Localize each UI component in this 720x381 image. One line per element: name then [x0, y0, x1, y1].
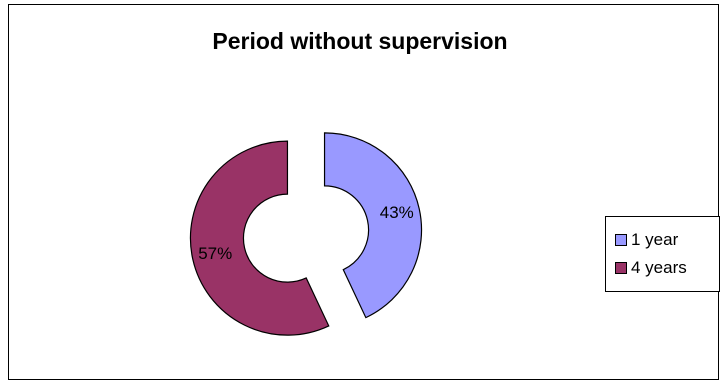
chart-title: Period without supervision: [212, 28, 508, 54]
legend-label-4-years: 4 years: [631, 258, 687, 277]
legend-swatch-4-years: [615, 262, 627, 274]
slice-4-years: [189, 140, 330, 336]
legend: 1 year 4 years: [605, 216, 720, 292]
legend-label-1-year: 1 year: [631, 230, 679, 249]
data-label-4-years: 57%: [198, 244, 232, 263]
data-label-1-year: 43%: [380, 203, 414, 222]
legend-item-1-year: 1 year: [615, 230, 678, 250]
legend-item-4-years: 4 years: [615, 258, 687, 278]
legend-swatch-1-year: [615, 234, 627, 246]
slice-1-year: [323, 132, 423, 319]
